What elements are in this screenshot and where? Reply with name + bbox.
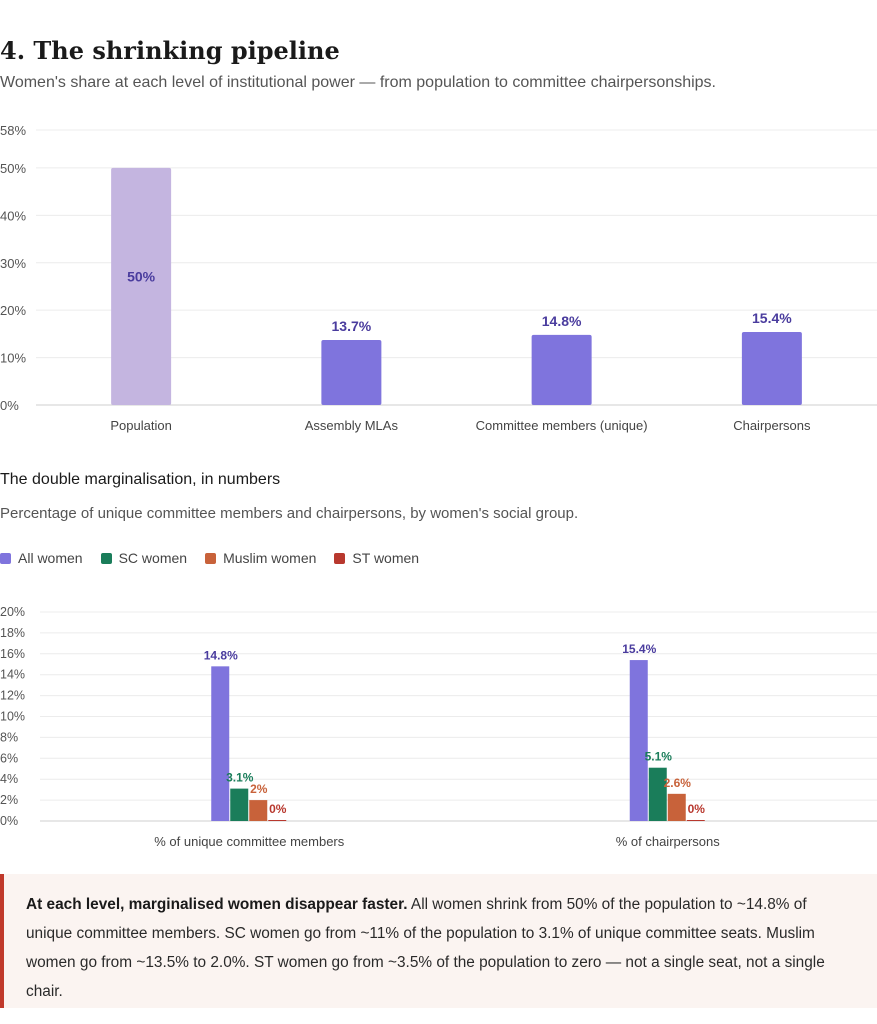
legend-item-all-women[interactable]: All women: [0, 550, 83, 566]
subchart-title: The double marginalisation, in numbers: [0, 471, 281, 488]
bar[interactable]: [268, 820, 287, 821]
y-tick-label: 10%: [0, 710, 25, 724]
data-label: 13.7%: [332, 318, 372, 334]
bar[interactable]: [211, 666, 230, 821]
x-tick-label: Assembly MLAs: [305, 418, 399, 433]
section-subtitle: Women's share at each level of instituti…: [0, 74, 716, 91]
data-label: 15.4%: [752, 310, 792, 326]
data-label: 2%: [250, 782, 268, 796]
legend-item-muslim-women[interactable]: Muslim women: [205, 550, 316, 566]
bar[interactable]: [686, 820, 705, 821]
data-label: 15.4%: [622, 642, 656, 656]
legend-label: ST women: [352, 550, 420, 566]
legend-swatch: [334, 552, 346, 564]
y-tick-label: 8%: [0, 730, 18, 744]
bar[interactable]: [249, 800, 268, 821]
legend-label: Muslim women: [223, 550, 317, 566]
legend-label: SC women: [118, 550, 188, 566]
bar[interactable]: [531, 334, 592, 405]
data-label: 50%: [127, 268, 156, 284]
y-tick-label: 0%: [0, 814, 18, 828]
y-tick-label: 20%: [0, 303, 26, 318]
y-tick-label: 30%: [0, 256, 26, 271]
legend-swatch: [100, 552, 112, 564]
x-tick-label: Committee members (unique): [476, 418, 648, 433]
x-tick-label: % of chairpersons: [616, 834, 721, 849]
section-title: 4. The shrinking pipeline: [0, 36, 340, 65]
subchart-subtitle: Percentage of unique committee members a…: [0, 505, 579, 522]
x-tick-label: Chairpersons: [733, 418, 811, 433]
y-tick-label: 20%: [0, 605, 25, 619]
bar[interactable]: [321, 340, 382, 405]
y-tick-label: 0%: [0, 398, 19, 413]
legend-item-st-women[interactable]: ST women: [334, 550, 419, 566]
callout-box: At each level, marginalised women disapp…: [0, 874, 877, 1008]
pipeline-bar-chart: 0%10%20%30%40%50%58% 50%13.7% 14.8% 15.4% …: [0, 123, 877, 433]
data-label: 2.6%: [664, 776, 692, 790]
y-tick-label: 16%: [0, 647, 25, 661]
callout-strong-text: At each level, marginalised women disapp…: [26, 896, 408, 913]
y-tick-label: 58%: [0, 123, 26, 138]
callout-body-text: All women shrink from 50% of the populat…: [26, 896, 825, 1000]
x-tick-label: Population: [110, 418, 171, 433]
bar[interactable]: [667, 793, 686, 821]
bar[interactable]: [629, 660, 648, 821]
data-label: 3.1%: [226, 771, 254, 785]
marginalisation-bar-chart: 0%2%4%6%8%10%12%14%16%18%20% 14.8%3.1%2%…: [0, 605, 877, 849]
y-tick-label: 14%: [0, 668, 25, 682]
bar[interactable]: [741, 331, 802, 405]
bar[interactable]: [230, 788, 249, 821]
data-label: 0%: [269, 802, 287, 816]
x-tick-label: % of unique committee members: [154, 834, 345, 849]
bar[interactable]: [648, 767, 667, 821]
y-tick-label: 4%: [0, 772, 18, 786]
legend-swatch: [205, 552, 217, 564]
data-label: 14.8%: [542, 313, 582, 329]
y-tick-label: 12%: [0, 689, 25, 703]
legend-swatch: [0, 552, 11, 564]
y-tick-label: 18%: [0, 626, 25, 640]
data-label: 0%: [688, 802, 706, 816]
y-tick-label: 2%: [0, 793, 18, 807]
legend-item-sc-women[interactable]: SC women: [100, 550, 188, 566]
y-tick-label: 40%: [0, 208, 26, 223]
data-label: 5.1%: [645, 750, 673, 764]
bar[interactable]: [111, 167, 172, 405]
y-tick-label: 50%: [0, 161, 26, 176]
y-tick-label: 10%: [0, 351, 26, 366]
chart-legend: All women SC women Muslim women ST women: [0, 550, 419, 566]
legend-label: All women: [18, 550, 83, 566]
y-tick-label: 6%: [0, 751, 18, 765]
data-label: 14.8%: [204, 648, 238, 662]
